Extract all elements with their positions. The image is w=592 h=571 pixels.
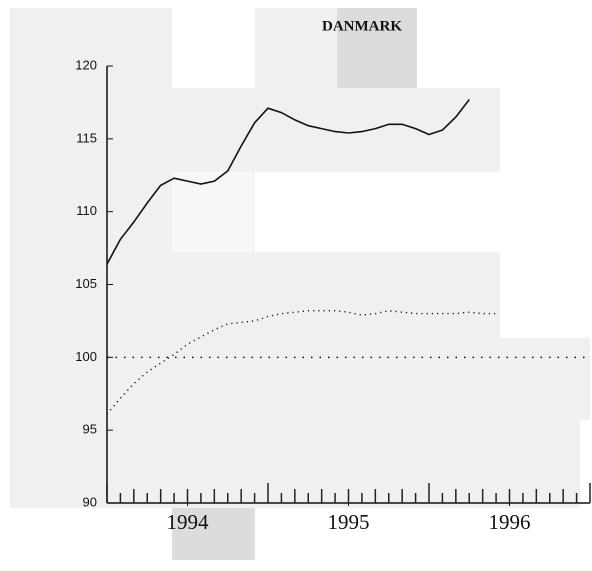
x-tick-label: 1996 bbox=[489, 510, 531, 534]
y-tick-label: 95 bbox=[83, 422, 97, 437]
y-tick-label: 90 bbox=[83, 494, 97, 509]
y-tick-label: 110 bbox=[76, 203, 97, 218]
x-tick-label: 1995 bbox=[328, 510, 370, 534]
x-tick-label: 1994 bbox=[167, 510, 210, 534]
y-tick-label: 100 bbox=[75, 349, 97, 364]
y-tick-label: 120 bbox=[75, 57, 97, 72]
line-series bbox=[106, 99, 470, 265]
y-tick-label: 115 bbox=[76, 130, 97, 145]
y-tick-label: 105 bbox=[75, 276, 97, 291]
background bbox=[10, 8, 592, 560]
chart-title: DANMARK bbox=[322, 18, 402, 34]
